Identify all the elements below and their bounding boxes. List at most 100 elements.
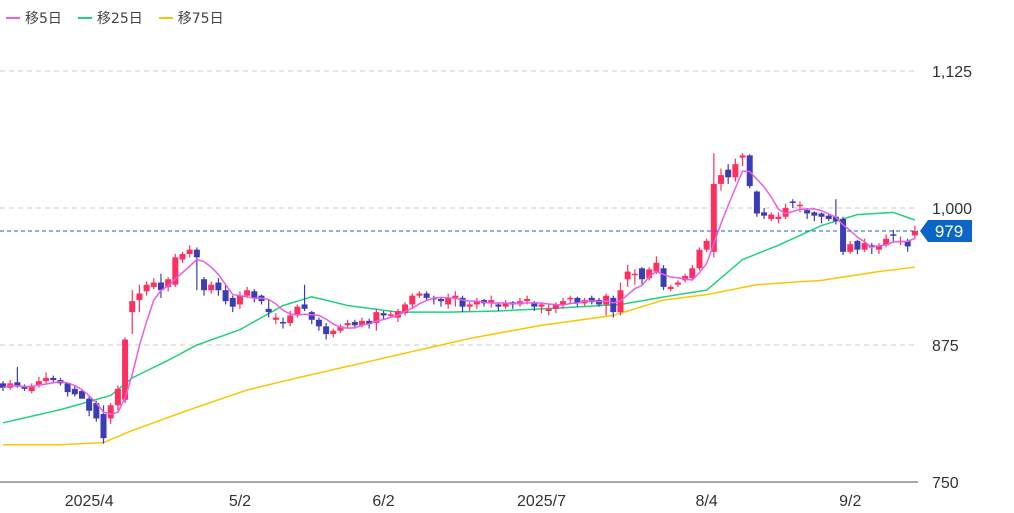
candle-down (811, 211, 818, 222)
candle-body (208, 284, 215, 291)
candle-up (718, 168, 724, 191)
candle-body (179, 254, 186, 260)
candle-up (624, 264, 631, 287)
candle-body (93, 403, 100, 419)
candle-body (832, 216, 839, 222)
candle-body (21, 386, 28, 389)
candle-down (258, 294, 265, 305)
legend-item-ma5[interactable]: 移5日 (6, 8, 62, 28)
candle-up (689, 264, 696, 281)
candle-body (552, 304, 559, 309)
candle-down (840, 216, 847, 256)
candle-body (696, 249, 703, 269)
candle-up (682, 273, 689, 283)
candle-body (524, 298, 531, 302)
candle-down (78, 389, 85, 399)
candle-body (215, 282, 222, 291)
candle-up (911, 225, 918, 239)
candle-up (516, 297, 523, 307)
ma5-swatch (6, 17, 20, 19)
candle-body (287, 315, 294, 324)
candle-down (753, 190, 760, 217)
candle-body (308, 312, 315, 320)
legend-item-ma75[interactable]: 移75日 (158, 8, 224, 28)
candle-up (272, 313, 279, 325)
candle-down (0, 381, 6, 392)
candle-down (660, 264, 667, 291)
y-tick-label: 1,000 (932, 201, 972, 218)
y-tick-label: 1,125 (932, 64, 972, 81)
legend-item-ma25[interactable]: 移25日 (77, 8, 143, 28)
candle-body (14, 382, 21, 387)
candle-body (811, 212, 818, 216)
candle-body (753, 191, 760, 214)
candle-body (567, 297, 574, 300)
candle-body (323, 326, 330, 335)
candle-body (718, 175, 724, 184)
candle-up (775, 212, 782, 224)
candle-up (847, 240, 854, 255)
candle-body (710, 183, 717, 252)
candle-body (229, 297, 236, 307)
candle-body (344, 323, 351, 326)
candle-up (646, 267, 653, 281)
candle-up (466, 302, 473, 312)
candle-down (761, 208, 768, 219)
candle-body (746, 155, 753, 187)
candle-down (21, 384, 28, 392)
candle-up (502, 300, 509, 309)
candle-down (64, 382, 71, 397)
ma5-line (2, 170, 916, 416)
candle-down (215, 278, 222, 296)
candle-up (122, 337, 129, 404)
candle-body (272, 317, 279, 320)
ma25-line (2, 211, 916, 424)
candle-up (43, 372, 50, 384)
candle-down (725, 164, 732, 184)
candle-up (330, 328, 337, 338)
candle-body (847, 244, 854, 252)
candle-body (409, 295, 416, 305)
current-price-badge (920, 220, 972, 243)
candle-body (86, 398, 93, 411)
candle-up (473, 297, 480, 309)
candle-up (402, 302, 409, 316)
candle-down (193, 247, 200, 291)
candle-body (818, 213, 825, 217)
candle-up (538, 302, 545, 314)
candle-up (28, 383, 35, 394)
candle-body (667, 286, 674, 290)
candle-body (186, 249, 193, 255)
candle-body (473, 301, 480, 305)
candle-body (172, 257, 179, 285)
candle-body (50, 377, 57, 381)
candle-body (416, 293, 423, 296)
candle-up (344, 319, 351, 329)
x-tick-label: 8/4 (696, 493, 718, 510)
candle-body (502, 303, 509, 307)
candle-up (172, 254, 179, 287)
candle-body (64, 383, 71, 393)
candle-up (696, 247, 703, 271)
candle-body (840, 218, 847, 252)
candle-down (430, 295, 437, 305)
candle-up (387, 311, 394, 318)
candle-up (488, 295, 495, 308)
candle-body (387, 314, 394, 316)
candle-body (452, 295, 459, 298)
candle-down (825, 214, 832, 222)
legend-label: 移75日 (177, 11, 224, 27)
ma75-swatch (158, 17, 173, 19)
candle-up (236, 291, 243, 309)
candle-body (682, 275, 689, 281)
candle-down (301, 284, 308, 312)
candle-body (359, 320, 365, 326)
candle-up (165, 277, 172, 292)
candle-body (351, 321, 358, 326)
candle-body (222, 290, 229, 302)
candle-body (193, 249, 200, 258)
candle-body (402, 304, 409, 314)
candle-up (409, 293, 416, 309)
candle-body (136, 293, 143, 301)
